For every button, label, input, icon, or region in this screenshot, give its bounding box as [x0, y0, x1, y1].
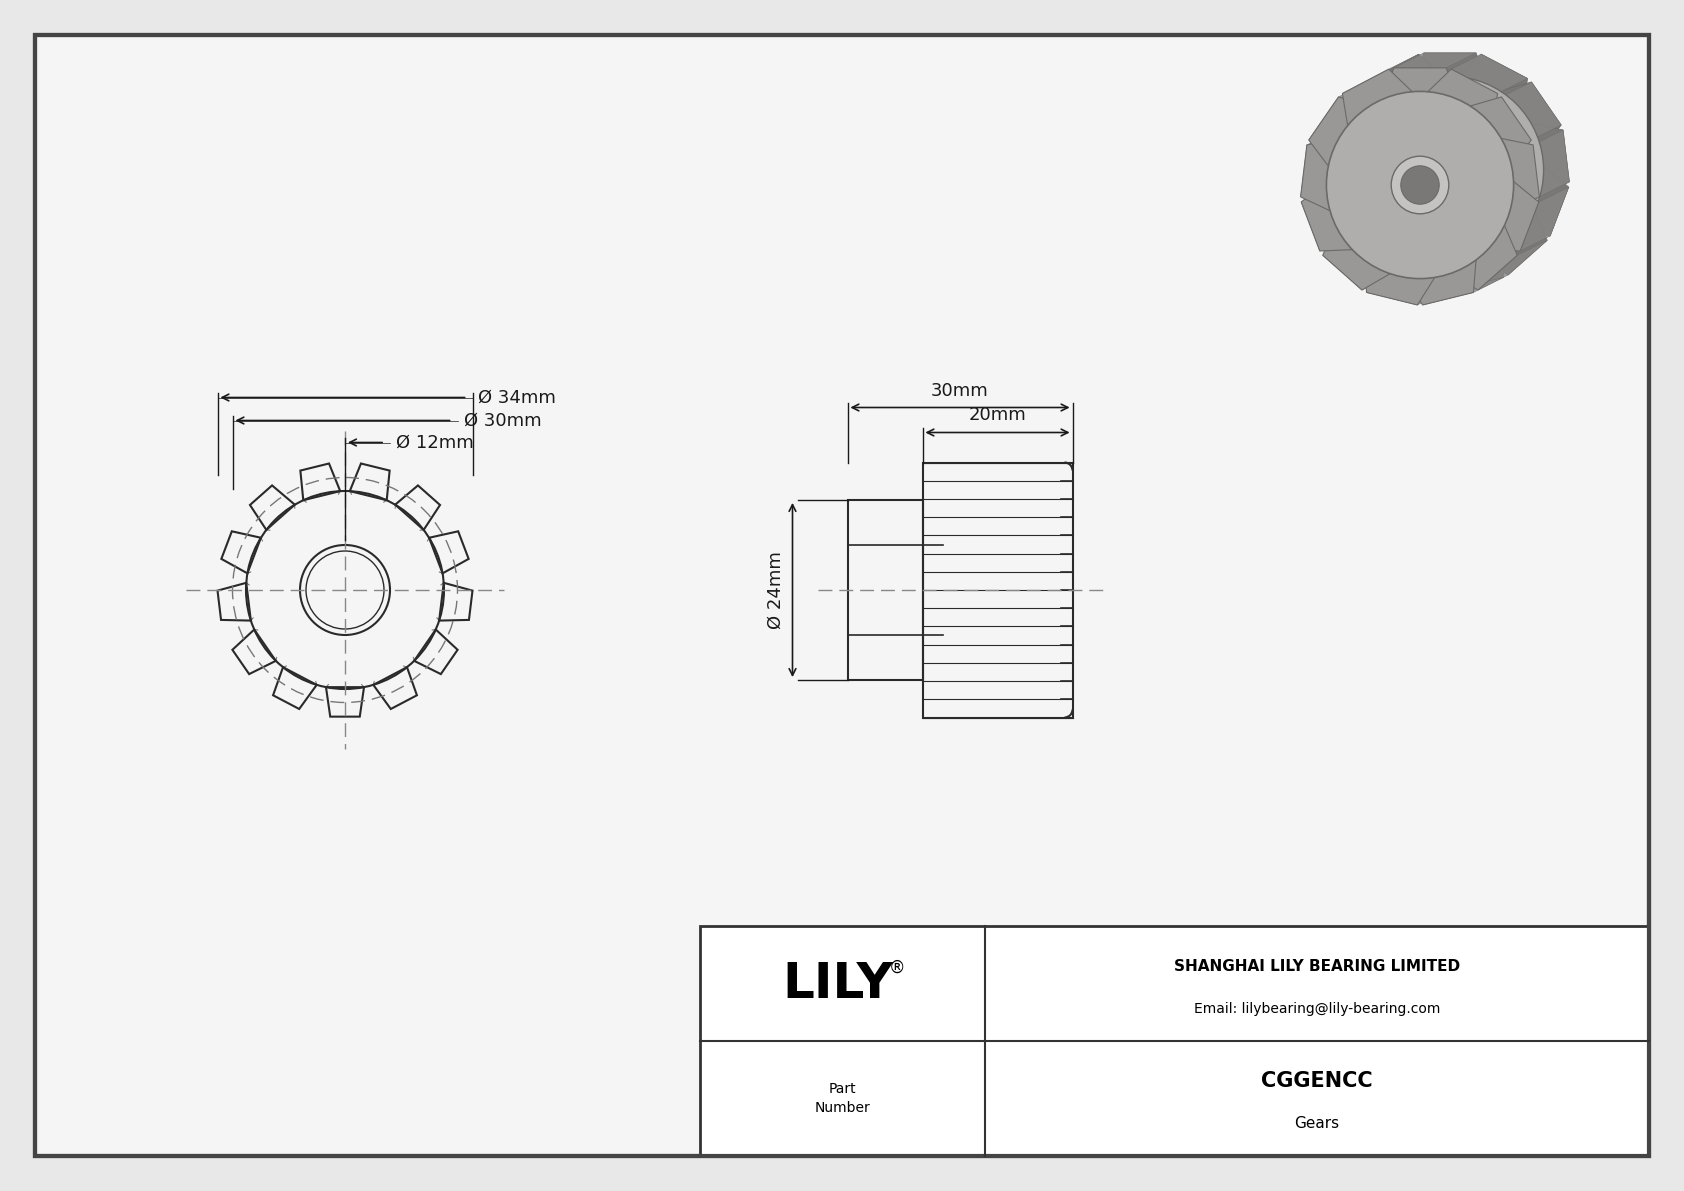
Text: ®: ®	[889, 959, 906, 977]
Circle shape	[1327, 92, 1514, 279]
Polygon shape	[1332, 167, 1383, 236]
Polygon shape	[1366, 278, 1448, 305]
Polygon shape	[1404, 262, 1452, 279]
Polygon shape	[1332, 124, 1369, 154]
Text: Gears: Gears	[1295, 1116, 1339, 1131]
Polygon shape	[1500, 138, 1539, 211]
Polygon shape	[1502, 82, 1561, 141]
Polygon shape	[1428, 69, 1497, 125]
Polygon shape	[1300, 130, 1337, 197]
Polygon shape	[1335, 211, 1374, 239]
Text: Ø 34mm: Ø 34mm	[478, 388, 556, 406]
Polygon shape	[1423, 278, 1504, 305]
Polygon shape	[1440, 79, 1487, 99]
Polygon shape	[1470, 96, 1531, 166]
Text: CGGENCC: CGGENCC	[1261, 1071, 1372, 1091]
Polygon shape	[1342, 69, 1413, 125]
Polygon shape	[1511, 180, 1543, 211]
Polygon shape	[1302, 187, 1351, 251]
Text: LILY: LILY	[781, 960, 893, 1008]
Polygon shape	[1302, 181, 1352, 251]
Polygon shape	[1352, 211, 1420, 275]
Polygon shape	[1372, 54, 1442, 111]
Polygon shape	[1517, 167, 1569, 236]
Text: Ø 12mm: Ø 12mm	[396, 434, 473, 451]
Text: 30mm: 30mm	[931, 381, 989, 399]
Polygon shape	[1531, 124, 1569, 195]
Polygon shape	[1327, 180, 1361, 211]
Polygon shape	[1322, 241, 1393, 291]
Polygon shape	[1487, 181, 1539, 251]
Polygon shape	[1500, 124, 1537, 154]
Circle shape	[1356, 76, 1544, 263]
Polygon shape	[1462, 245, 1505, 269]
Polygon shape	[1322, 225, 1389, 291]
Polygon shape	[1394, 245, 1465, 289]
Circle shape	[1401, 166, 1440, 204]
Polygon shape	[1394, 52, 1477, 68]
Polygon shape	[1435, 245, 1505, 289]
Polygon shape	[1532, 130, 1569, 197]
Polygon shape	[1480, 99, 1522, 125]
Polygon shape	[1495, 211, 1534, 239]
Polygon shape	[1500, 82, 1561, 151]
Polygon shape	[1507, 135, 1541, 166]
Polygon shape	[1342, 54, 1418, 93]
Polygon shape	[1418, 262, 1465, 279]
Text: Ø 30mm: Ø 30mm	[463, 412, 541, 430]
Polygon shape	[1384, 68, 1457, 99]
Polygon shape	[1347, 99, 1389, 125]
Polygon shape	[1479, 241, 1548, 291]
Polygon shape	[1364, 260, 1435, 305]
Polygon shape	[1428, 76, 1475, 94]
Polygon shape	[1480, 211, 1548, 275]
Polygon shape	[1327, 167, 1357, 198]
Polygon shape	[1374, 252, 1420, 274]
Polygon shape	[1330, 124, 1369, 195]
Polygon shape	[1356, 91, 1399, 117]
Bar	[847, 500, 923, 680]
Polygon shape	[1308, 96, 1369, 166]
Text: SHANGHAI LILY BEARING LIMITED: SHANGHAI LILY BEARING LIMITED	[1174, 959, 1460, 974]
Polygon shape	[1512, 167, 1544, 198]
Polygon shape	[1450, 252, 1495, 274]
Polygon shape	[1396, 76, 1442, 94]
Polygon shape	[1384, 79, 1430, 99]
Polygon shape	[1450, 225, 1517, 291]
Polygon shape	[1329, 135, 1364, 166]
Polygon shape	[1521, 187, 1569, 251]
Text: 20mm: 20mm	[968, 406, 1026, 424]
Polygon shape	[1339, 82, 1399, 151]
Polygon shape	[1458, 54, 1527, 111]
Polygon shape	[1342, 222, 1383, 250]
Polygon shape	[1487, 222, 1527, 250]
Circle shape	[1391, 156, 1448, 214]
Bar	[701, 925, 1649, 1156]
Polygon shape	[1308, 82, 1369, 141]
Text: Email: lilybearing@lily-bearing.com: Email: lilybearing@lily-bearing.com	[1194, 1002, 1440, 1016]
Bar	[923, 462, 1073, 717]
Polygon shape	[1413, 52, 1487, 83]
Polygon shape	[1470, 91, 1514, 117]
Polygon shape	[1300, 138, 1339, 211]
Text: Ø 24mm: Ø 24mm	[766, 551, 785, 629]
Text: Part
Number: Part Number	[815, 1081, 871, 1115]
Polygon shape	[1452, 54, 1527, 93]
Polygon shape	[1364, 245, 1408, 269]
Polygon shape	[1404, 260, 1475, 305]
